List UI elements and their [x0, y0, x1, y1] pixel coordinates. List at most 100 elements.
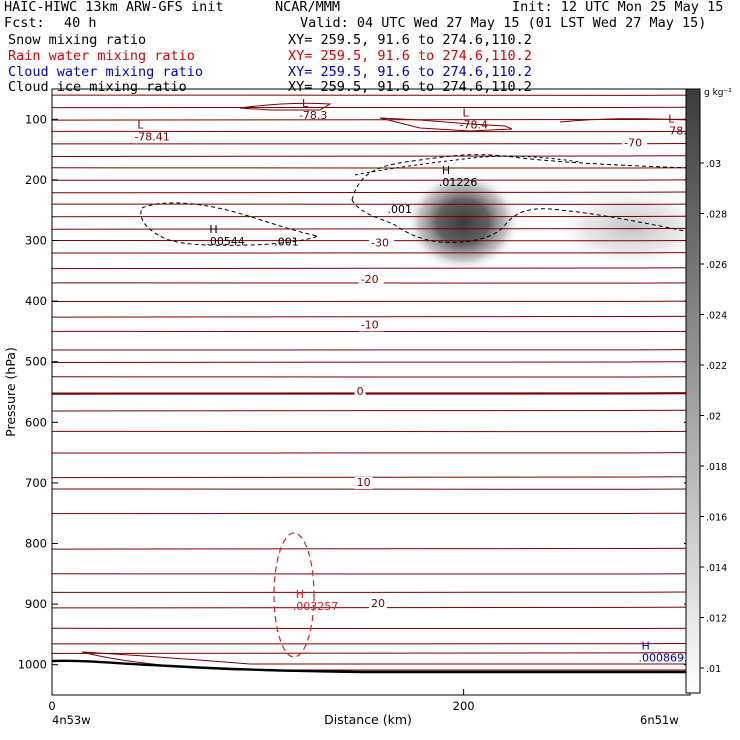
y-tick-label: 800: [25, 537, 47, 551]
colorbar-tick-label: .014: [706, 563, 727, 574]
contour-label-bg: [354, 476, 373, 489]
colorbar: g kg⁻¹: [685, 88, 732, 694]
snow-mixing-ratio-shading: [405, 172, 712, 272]
colorbar-tick-label: .028: [706, 210, 727, 221]
isotherm-line: [51, 376, 691, 378]
cloud-ice-contour-right: [351, 154, 691, 243]
colorbar-tick-label: .016: [706, 513, 727, 524]
upper-right-contour: [559, 118, 691, 123]
y-tick-label: 400: [25, 294, 47, 308]
colorbar-tick-label: .01: [706, 664, 721, 675]
colorbar-tick-label: .018: [706, 462, 727, 473]
extremum-value: .0008693: [639, 652, 692, 665]
high-marker: H: [209, 223, 217, 236]
low-marker: L: [302, 97, 309, 110]
field-name-cloud-water: Cloud water mixing ratio: [8, 64, 204, 80]
isotherm-label: 20: [371, 597, 385, 610]
isotherm-label: -30: [371, 237, 389, 250]
extremum-value: -78.41: [134, 130, 169, 143]
temperature-isotherms: [51, 94, 691, 654]
extremum-value: .003257: [293, 600, 339, 613]
isotherm-line: [51, 203, 691, 205]
field-name-snow: Snow mixing ratio: [8, 32, 147, 48]
isotherm-label: -20: [361, 273, 379, 286]
isotherm-line: [51, 155, 691, 157]
colorbar-tick-label: .02: [706, 412, 721, 423]
field-xy-cloud-water: XY= 259.5, 91.6 to 274.6,110.2: [288, 64, 532, 80]
extremum-value: -78.4: [459, 118, 487, 131]
y-axis-title: Pressure (hPa): [3, 347, 18, 437]
isotherm-label: -70: [624, 137, 642, 150]
left-corner-label: 4n53w: [52, 713, 91, 727]
isotherm-line: [51, 227, 691, 230]
isotherm-line: [51, 652, 691, 654]
y-tick-label: 300: [25, 234, 47, 248]
header-init: Init: 12 UTC Mon 25 May 15: [512, 0, 724, 15]
contour-label-bg: [369, 237, 394, 250]
y-tick-label: 600: [25, 415, 47, 429]
extremum-value: .00544: [206, 235, 245, 248]
colorbar-ramp: [685, 88, 701, 694]
isotherm-line: [51, 167, 691, 169]
contour-label-bg: [358, 273, 384, 286]
isotherm-label: 10: [357, 476, 371, 489]
terrain-line: [51, 659, 690, 674]
isotherm-line: [51, 409, 691, 412]
extremum-value: -78.3: [299, 109, 327, 122]
isotherm-line: [51, 267, 691, 270]
y-tick-label: 200: [25, 173, 47, 187]
colorbar-tick-label: .022: [706, 361, 727, 372]
header-fcst-value: 40 h: [64, 15, 97, 31]
cloud-ice-contour-left: [140, 202, 320, 246]
low-marker: L: [462, 106, 469, 119]
isotherm-line: [51, 547, 691, 550]
y-tick-label: 700: [25, 476, 47, 490]
high-marker: H: [296, 588, 304, 601]
isotherm-line: [51, 606, 691, 609]
isotherm-line: [51, 361, 691, 363]
right-corner-label: 6n51w: [640, 713, 679, 727]
isotherm-line: [51, 627, 691, 630]
contour-label-bg: [358, 319, 384, 332]
rain-contour: [273, 532, 315, 658]
x-tick-label: 0: [48, 699, 55, 713]
header-center: NCAR/MMM: [275, 0, 341, 15]
y-tick-label: 100: [25, 112, 47, 126]
isotherm-line: [51, 573, 691, 575]
header-fcst-label: Fcst:: [4, 15, 45, 31]
contour-label-bg: [354, 386, 366, 399]
field-name-rain: Rain water mixing ratio: [8, 48, 195, 64]
y-tick-label: 900: [25, 597, 47, 611]
field-xy-cloud-ice: XY= 259.5, 91.6 to 274.6,110.2: [288, 79, 532, 95]
isotherm-label: -10: [361, 318, 379, 331]
snow-max-blob: [405, 172, 521, 272]
isotherm-line: [51, 315, 691, 318]
isotherm-line: [51, 191, 691, 194]
field-xy-rain: XY= 259.5, 91.6 to 274.6,110.2: [288, 48, 532, 64]
y-tick-label: 1000: [18, 658, 47, 672]
contour-label-bg: [622, 137, 648, 150]
header-model: HAIC-HIWC 13km ARW-GFS init: [4, 0, 224, 15]
y-tick-label: 500: [25, 355, 47, 369]
isotherm-line: [51, 94, 691, 96]
low-marker: L: [668, 112, 675, 125]
isotherm-label: 0: [357, 385, 364, 398]
high-marker: H: [642, 640, 650, 653]
cloud-ice-contour-label: .001: [387, 203, 412, 216]
snow-right-blob: [552, 188, 712, 268]
extremum-value: .01226: [439, 176, 478, 189]
isotherm-line: [51, 488, 691, 490]
isotherm-line: [51, 330, 691, 333]
isotherm-line: [51, 130, 691, 133]
colorbar-tick-label: .024: [706, 311, 727, 322]
colorbar-tick-label: .03: [706, 159, 721, 170]
cloud-ice-contour-top: [354, 155, 581, 176]
isotherm-line: [51, 239, 691, 242]
high-marker: H: [442, 164, 450, 177]
upper-trough-contour: [379, 117, 513, 132]
x-axis-title: Distance (km): [324, 712, 412, 727]
header-valid: Valid: 04 UTC Wed 27 May 15 (01 LST Wed …: [300, 15, 707, 31]
x-tick-label: 200: [453, 699, 475, 713]
colorbar-unit: g kg⁻¹: [704, 88, 732, 98]
